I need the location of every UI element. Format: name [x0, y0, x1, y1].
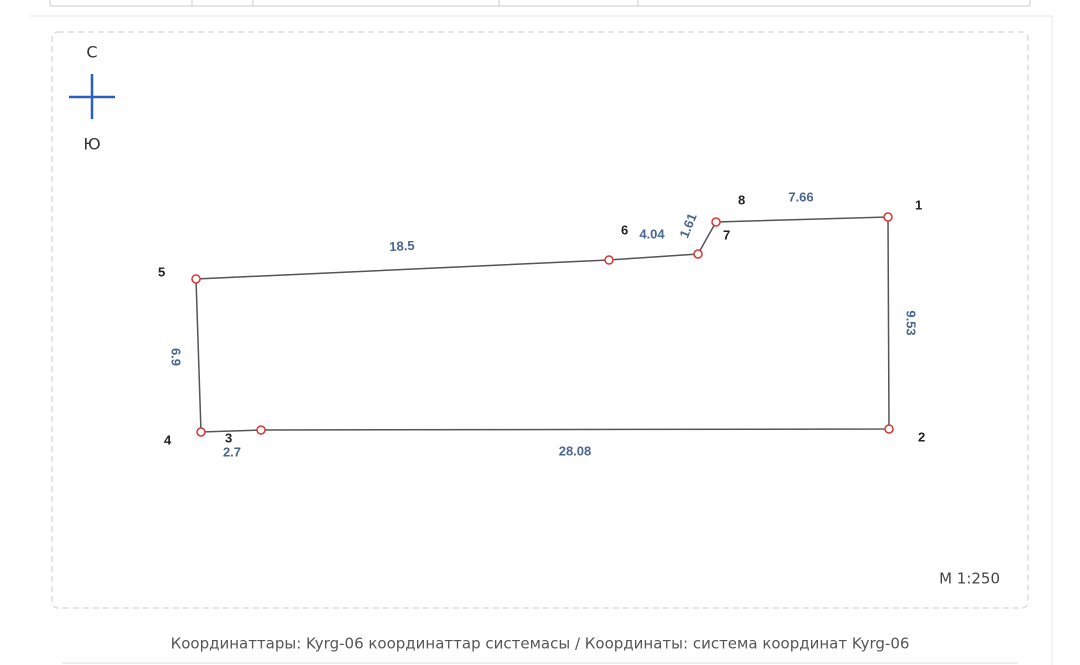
point-label: 5 [158, 264, 165, 279]
compass-south: Ю [83, 135, 100, 154]
edge-length: 6.9 [169, 348, 184, 366]
edge-length: 28.08 [559, 443, 592, 458]
point-label: 4 [164, 432, 172, 447]
plan-frame [51, 31, 1029, 609]
point-label: 1 [915, 197, 922, 212]
point-label: 2 [918, 429, 925, 444]
vertices [191, 212, 894, 437]
point-label: 3 [225, 430, 232, 445]
edge-length: 18.5 [389, 238, 415, 254]
compass-north: С [86, 43, 97, 62]
edge-length: 9.53 [904, 310, 919, 335]
caption: Координаттары: Kyrg-06 координаттар сист… [171, 635, 910, 653]
edge-length: 2.7 [223, 444, 241, 459]
edge-length: 1.61 [676, 211, 699, 240]
scale-label: М 1:250 [939, 570, 1000, 588]
point-label: 7 [723, 227, 730, 242]
table-fragment [30, 0, 1053, 665]
point-label: 8 [738, 192, 745, 207]
edge-length: 7.66 [788, 189, 813, 204]
compass-cross [69, 74, 115, 119]
edge-length: 4.04 [639, 226, 665, 241]
plot-boundary [195, 216, 890, 433]
point-label: 6 [621, 222, 628, 237]
